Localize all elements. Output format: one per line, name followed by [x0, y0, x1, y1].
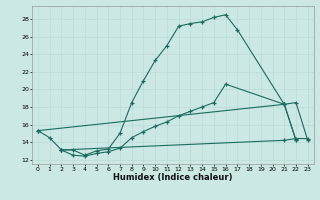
X-axis label: Humidex (Indice chaleur): Humidex (Indice chaleur)	[113, 173, 233, 182]
